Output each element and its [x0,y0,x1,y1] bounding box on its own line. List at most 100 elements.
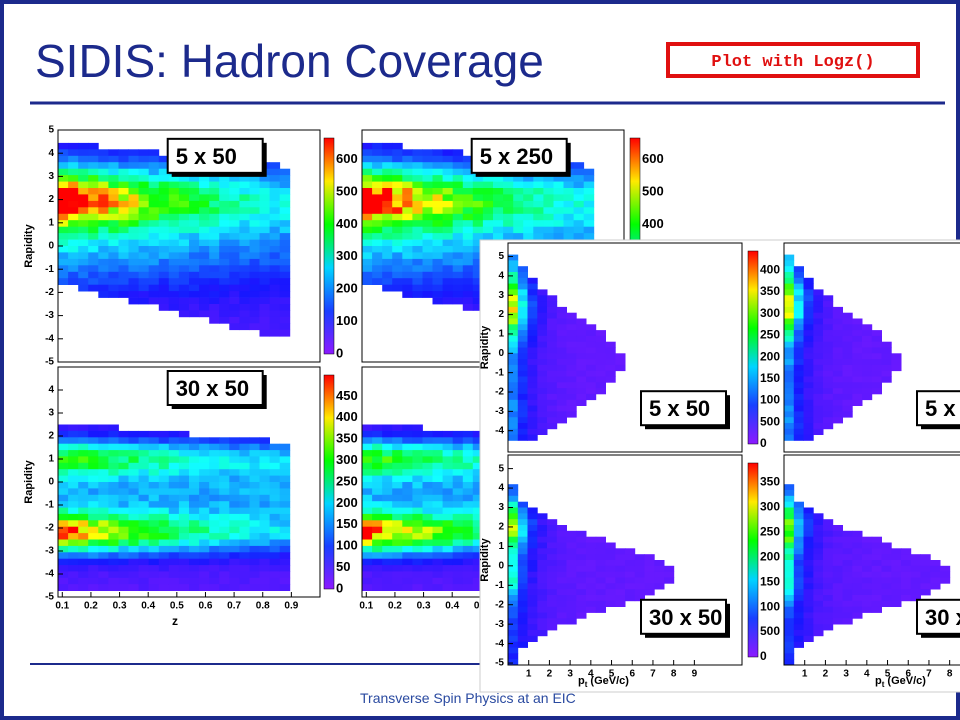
heatmap-cell [595,548,606,555]
heatmap-cell [392,558,403,566]
heatmap-cell [219,469,230,476]
heatmap-cell [547,306,558,314]
heatmap-cell [219,310,230,318]
heatmap-cell [823,359,834,366]
heatmap-cell [168,475,180,483]
heatmap-cell [108,175,119,182]
heatmap-cell [78,194,89,202]
y-tick-label: -4 [495,425,504,436]
heatmap-cell [422,233,433,240]
heatmap-cell [209,475,220,483]
heatmap-cell [178,291,190,298]
heatmap-cell [148,194,160,202]
heatmap-cell [527,295,538,302]
heatmap-cell [566,542,577,549]
heatmap-cell [68,239,79,247]
heatmap-cell [803,370,814,377]
heatmap-cell [452,284,464,292]
heatmap-cell [108,577,119,585]
heatmap-cell [422,533,433,540]
heatmap-cell [178,469,190,476]
heatmap-cell [472,539,484,547]
heatmap-cell [793,272,804,279]
heatmap-cell [259,475,270,483]
heatmap-cell [178,577,190,585]
heatmap-cell [881,376,892,383]
heatmap-cell [259,226,270,234]
heatmap-cell [402,213,413,221]
heatmap-cell [832,577,843,584]
heatmap-cell [219,297,230,305]
heatmap-cell [148,565,160,572]
heatmap-cell [118,246,129,253]
heatmap-cell [547,399,558,406]
heatmap-cell [891,595,902,602]
heatmap-cell [78,188,89,195]
heatmap-cell [58,220,69,227]
heatmap-cell [138,571,150,579]
heatmap-cell [537,347,548,354]
heatmap-cell [508,542,519,549]
heatmap-cell [108,539,119,547]
heatmap-cell [168,571,180,579]
heatmap-cell [472,558,484,566]
heatmap-cell [189,552,200,560]
heatmap-cell [239,539,250,547]
heatmap-cell [566,353,577,360]
heatmap-cell [823,417,834,424]
heatmap-cell [527,411,538,418]
heatmap-cell [98,469,109,476]
heatmap-cell [78,239,89,247]
heatmap-cell [269,233,281,240]
heatmap-cell [168,200,180,208]
heatmap-cell [823,542,834,549]
heatmap-cell [402,494,413,502]
heatmap-cell [576,577,587,584]
heatmap-cell [382,271,393,279]
heatmap-cell [402,571,413,579]
heatmap-cell [553,188,564,195]
heatmap-cell [412,565,423,572]
heatmap-cell [219,239,230,247]
heatmap-cell [189,456,200,464]
heatmap-cell [910,554,921,561]
heatmap-cell [199,443,210,451]
heatmap-cell [576,359,587,366]
heatmap-cell [891,359,902,366]
heatmap-cell [852,388,863,395]
heatmap-cell [615,560,626,567]
heatmap-cell [784,659,795,666]
heatmap-cell [823,554,834,561]
heatmap-cell [88,181,99,189]
heatmap-cell [803,411,814,418]
heatmap-cell [362,533,373,540]
heatmap-cell [527,542,538,549]
heatmap-cell [229,488,240,496]
heatmap-cell [556,583,567,590]
heatmap-cell [158,552,170,560]
heatmap-cell [189,175,200,182]
heatmap-cell [793,318,804,325]
heatmap-cell [615,565,626,572]
heatmap-cell [128,494,139,502]
heatmap-cell [58,252,69,260]
heatmap-cell [118,482,129,489]
heatmap-cell [239,552,250,560]
heatmap-cell [813,624,824,631]
heatmap-cell [493,175,504,182]
heatmap-cell [98,450,109,457]
heatmap-cell [537,318,548,325]
heatmap-cell [239,258,250,266]
heatmap-cell [88,450,99,457]
heatmap-cell [209,304,220,311]
heatmap-cell [556,382,567,389]
heatmap-cell [803,335,814,343]
heatmap-cell [392,213,403,221]
heatmap-cell [566,571,577,578]
heatmap-cell [392,142,403,150]
heatmap-cell [249,501,260,508]
heatmap-cell [823,382,834,389]
heatmap-cell [392,168,403,176]
heatmap-cell [178,430,190,438]
